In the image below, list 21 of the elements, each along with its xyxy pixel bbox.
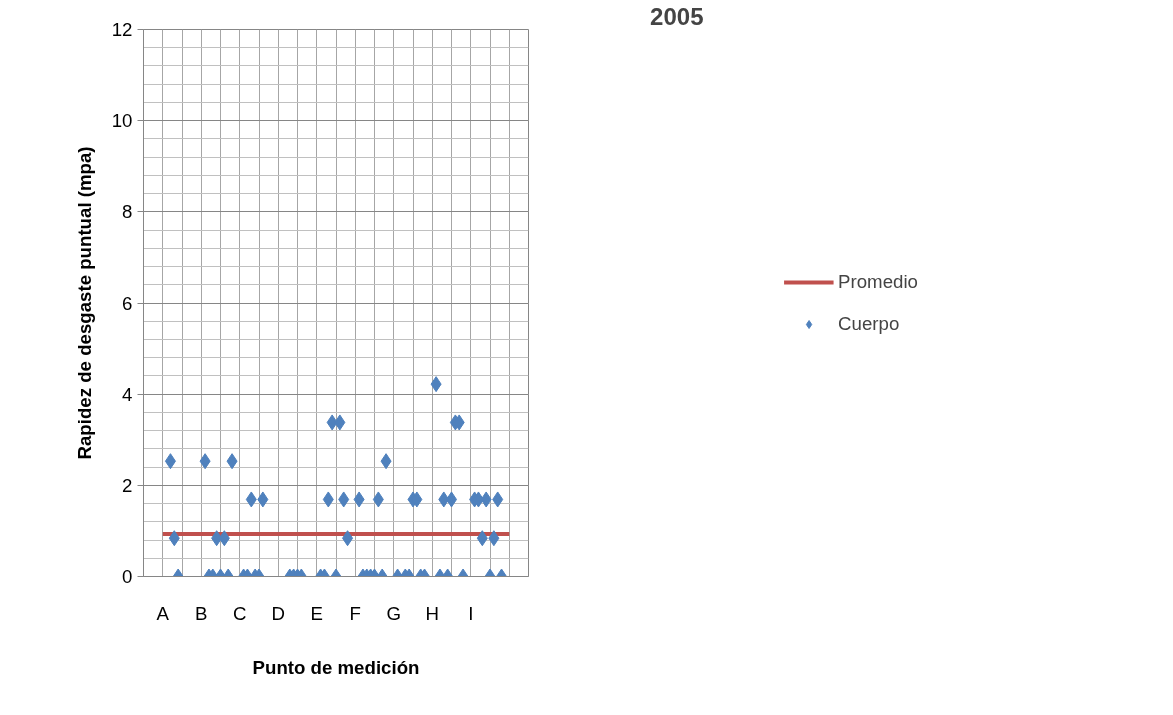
y-tick-label: 6 bbox=[122, 292, 133, 314]
x-tick-label: F bbox=[349, 602, 361, 624]
x-axis-title: Punto de medición bbox=[252, 656, 420, 678]
y-tick-label: 8 bbox=[122, 201, 133, 223]
x-tick-label: D bbox=[271, 602, 285, 624]
x-tick-label: G bbox=[386, 602, 402, 624]
x-tick-label: C bbox=[233, 602, 247, 624]
x-tick-label: A bbox=[156, 602, 170, 624]
x-tick-label: E bbox=[310, 602, 323, 624]
y-tick-label: 2 bbox=[122, 474, 133, 496]
y-tick-label: 10 bbox=[111, 110, 133, 132]
y-axis-title: Rapidez de desgaste puntual (mpa) bbox=[73, 146, 95, 460]
x-tick-label: B bbox=[195, 602, 208, 624]
x-tick-label: I bbox=[468, 602, 474, 624]
y-tick-label: 0 bbox=[122, 566, 133, 587]
y-tick-label: 4 bbox=[122, 383, 133, 405]
y-tick-label: 12 bbox=[111, 19, 133, 40]
legend-label: Cuerpo bbox=[838, 312, 900, 335]
legend-label: Promedio bbox=[838, 270, 918, 293]
x-tick-label: H bbox=[425, 602, 439, 624]
text: 2005 bbox=[650, 2, 704, 30]
